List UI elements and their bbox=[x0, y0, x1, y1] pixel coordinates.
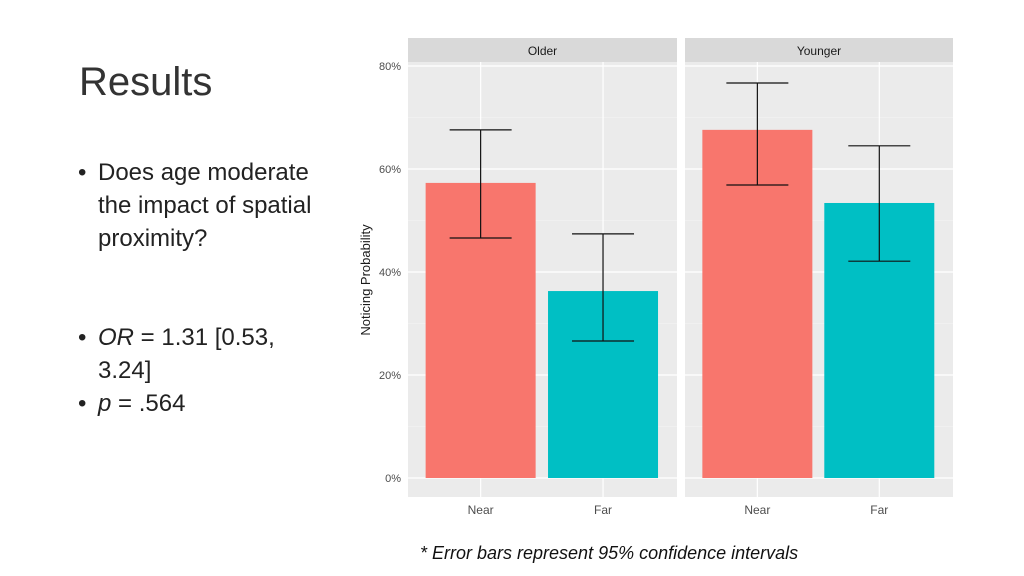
facet-strip bbox=[685, 38, 953, 62]
bar-younger-near bbox=[702, 129, 813, 479]
or-label: OR bbox=[98, 324, 134, 351]
bullet-question: Does age moderate the impact of spatial … bbox=[78, 156, 318, 255]
y-axis-label: Noticing Probability bbox=[358, 224, 373, 336]
bullet-odds-ratio: OR = 1.31 [0.53, 3.24] bbox=[78, 321, 318, 387]
y-tick-label: 60% bbox=[379, 164, 401, 176]
bullet-list: Does age moderate the impact of spatial … bbox=[78, 156, 318, 420]
slide-title: Results bbox=[79, 60, 213, 104]
x-tick-label: Near bbox=[744, 503, 770, 517]
x-tick-label: Far bbox=[870, 503, 888, 517]
y-tick-label: 0% bbox=[385, 473, 401, 485]
y-tick-label: 80% bbox=[379, 61, 401, 73]
facet-strip bbox=[408, 38, 677, 62]
x-tick-label: Far bbox=[594, 503, 612, 517]
x-tick-label: Near bbox=[468, 503, 494, 517]
facet-label: Older bbox=[528, 44, 557, 58]
p-value: = .564 bbox=[111, 390, 186, 417]
y-tick-label: 20% bbox=[379, 370, 401, 382]
p-label: p bbox=[98, 390, 112, 417]
facet-label: Younger bbox=[797, 44, 841, 58]
bullet-p-value: p = .564 bbox=[78, 387, 318, 420]
footnote: * Error bars represent 95% confidence in… bbox=[420, 543, 799, 563]
y-tick-label: 40% bbox=[379, 267, 401, 279]
or-value: = 1.31 [0.53, 3.24] bbox=[98, 324, 275, 384]
